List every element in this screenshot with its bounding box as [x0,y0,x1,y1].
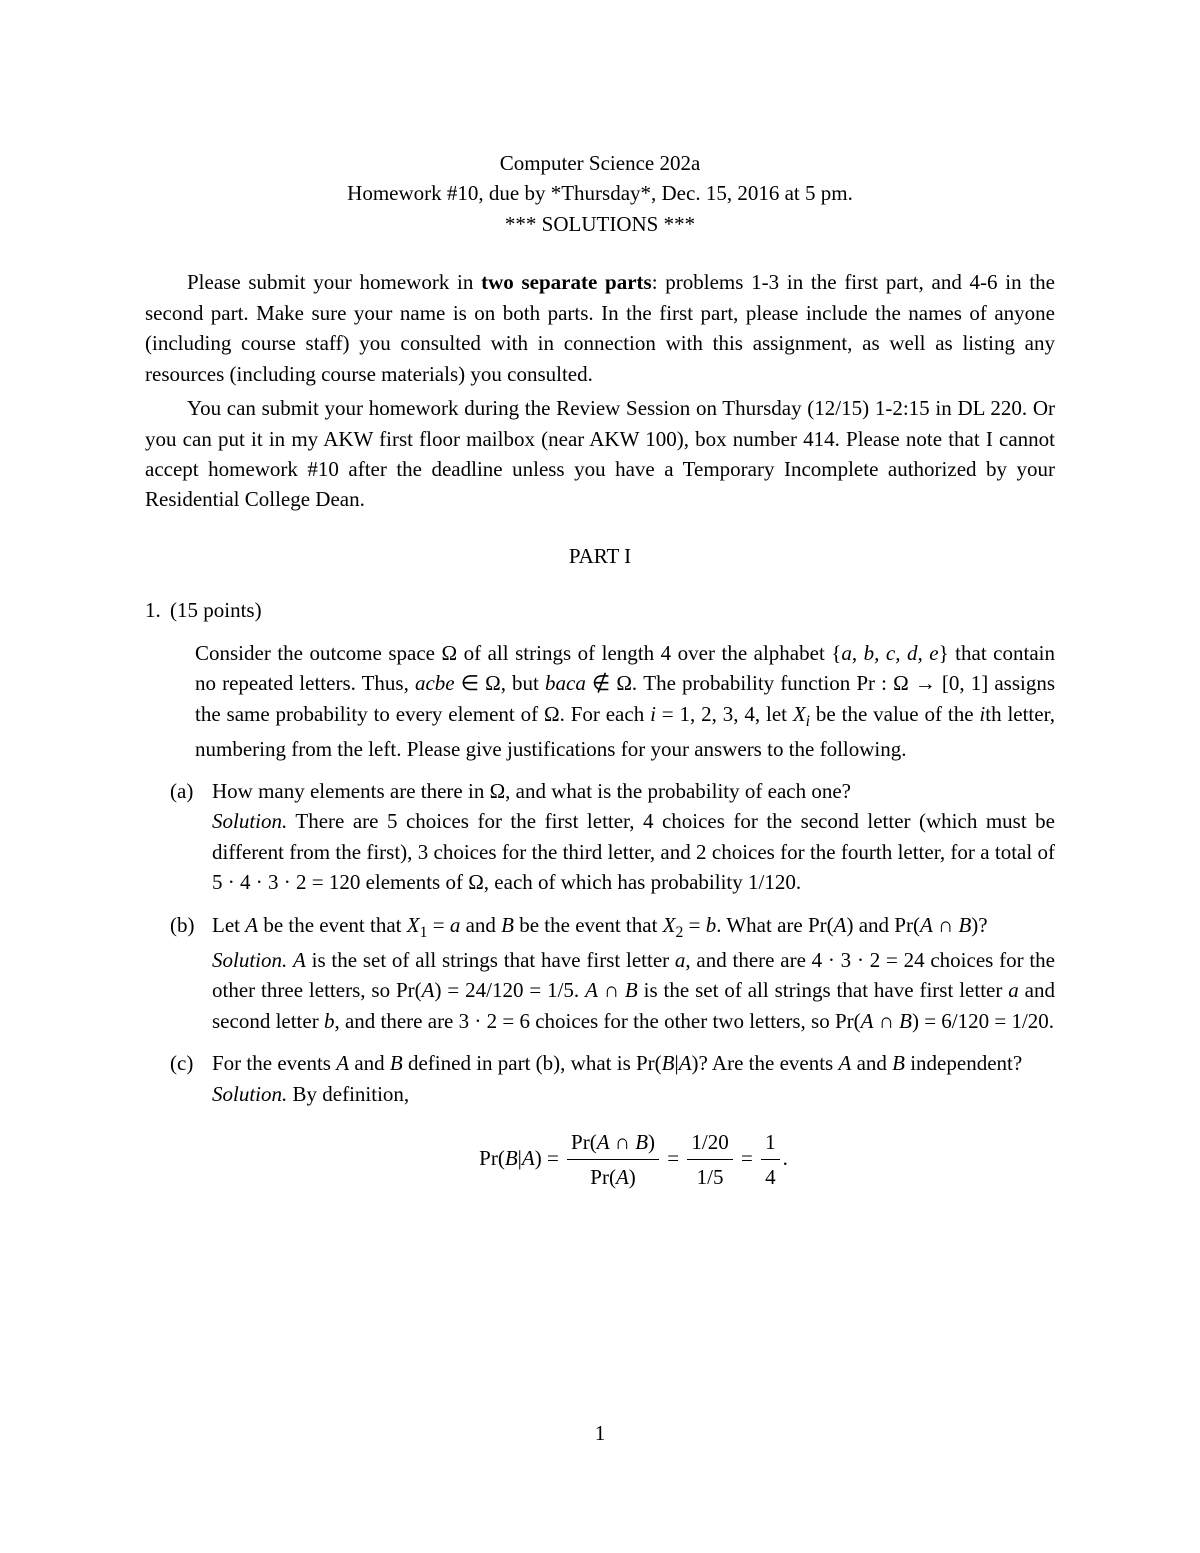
two-parts-bold: two separate parts [481,270,652,294]
solution-label: Solution. [212,809,287,833]
subitem-a-label: (a) [170,776,193,806]
intro-para-2: You can submit your homework during the … [145,393,1055,515]
subitem-c-solution: By definition, [287,1082,409,1106]
solution-label: Solution. [212,948,287,972]
course-title: Computer Science 202a [145,148,1055,178]
subitem-b-label: (b) [170,910,195,940]
fraction-3: 14 [761,1127,780,1193]
equation-conditional-prob: Pr(B|A) = Pr(A ∩ B)Pr(A) = 1/201/5 = 14. [212,1127,1055,1193]
assignment-due: Homework #10, due by *Thursday*, Dec. 15… [145,178,1055,208]
problem-body: Consider the outcome space Ω of all stri… [195,638,1055,764]
problem-1: 1.(15 points) Consider the outcome space… [170,595,1055,1193]
fraction-2: 1/201/5 [687,1127,732,1193]
document-header: Computer Science 202a Homework #10, due … [145,148,1055,239]
problem-number: 1. [145,595,170,625]
page: Computer Science 202a Homework #10, due … [0,0,1200,1553]
solutions-label: *** SOLUTIONS *** [145,209,1055,239]
fraction-1: Pr(A ∩ B)Pr(A) [567,1127,659,1193]
part-title: PART I [145,541,1055,571]
subitem-a-question: How many elements are there in Ω, and wh… [212,779,851,803]
solution-label: Solution. [212,1082,287,1106]
subitem-a: (a) How many elements are there in Ω, an… [212,776,1055,898]
subitem-c-label: (c) [170,1048,193,1078]
intro-para-1: Please submit your homework in two separ… [145,267,1055,389]
page-number: 1 [0,1418,1200,1448]
subitem-c: (c) For the events A and B defined in pa… [212,1048,1055,1193]
subitem-b: (b) Let A be the event that X1 = a and B… [212,910,1055,1036]
problem-points: (15 points) [170,598,262,622]
subitem-a-solution: There are 5 choices for the first letter… [212,809,1055,894]
